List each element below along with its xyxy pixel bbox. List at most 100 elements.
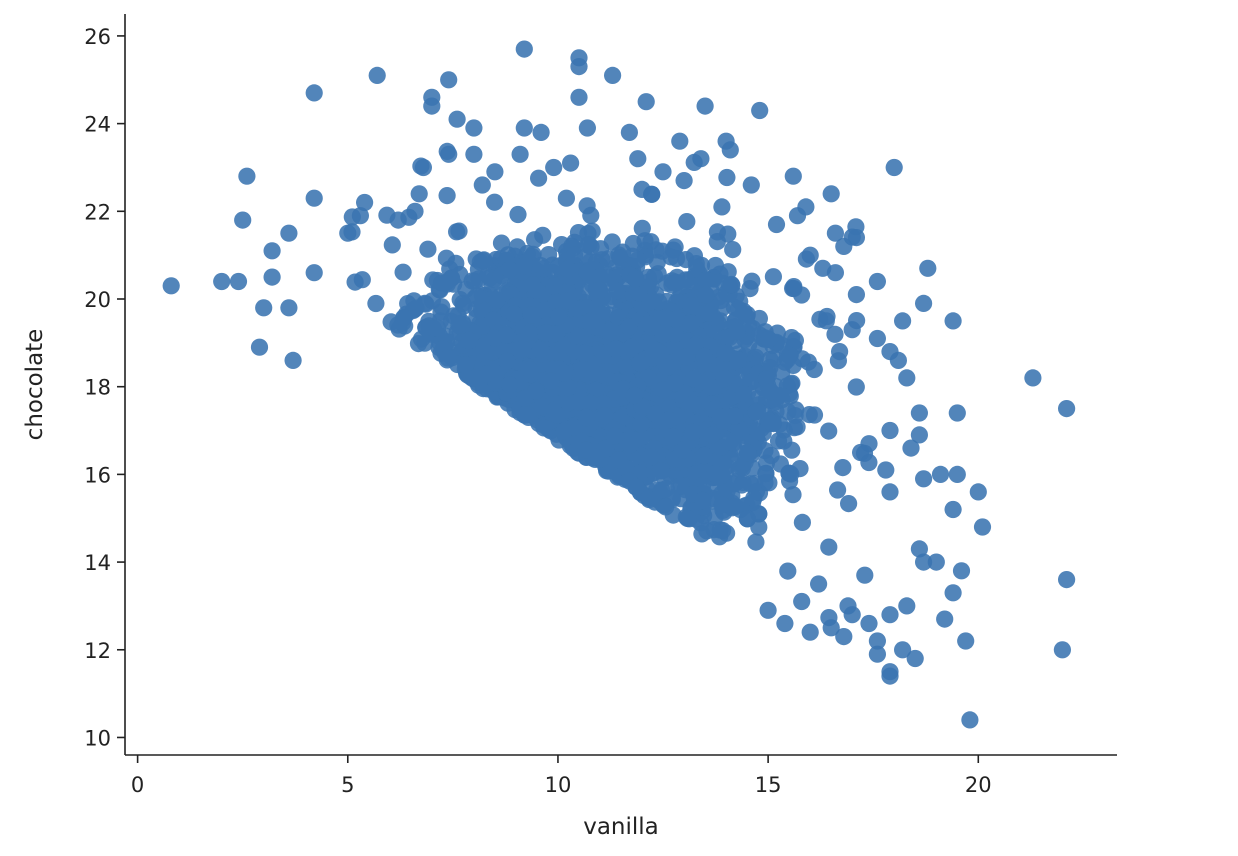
data-point [516, 406, 534, 424]
data-point [829, 481, 847, 499]
data-point [889, 351, 908, 369]
data-point [678, 509, 697, 527]
data-point [395, 309, 413, 327]
data-point [653, 481, 671, 499]
data-point [511, 145, 529, 163]
data-point [457, 356, 475, 374]
data-point [902, 439, 920, 457]
data-point [559, 394, 577, 412]
data-point [621, 436, 639, 454]
data-point [582, 312, 600, 330]
data-point [847, 286, 866, 304]
data-point [839, 597, 857, 615]
data-point [419, 240, 437, 258]
data-point [497, 326, 515, 344]
data-point [868, 329, 887, 348]
data-point [742, 176, 760, 194]
data-point [639, 315, 657, 333]
data-point [810, 575, 828, 593]
data-point [708, 233, 726, 251]
data-point [578, 299, 597, 317]
data-point [682, 314, 701, 332]
data-point [847, 378, 865, 396]
data-point [533, 397, 551, 415]
data-point [488, 291, 506, 309]
data-point [739, 443, 757, 462]
data-point [578, 119, 597, 137]
data-point [898, 597, 916, 615]
data-point [801, 623, 819, 641]
data-point [547, 293, 565, 311]
data-point [509, 205, 527, 224]
y-tick-label: 10 [84, 726, 111, 750]
data-point [553, 236, 571, 254]
data-point [383, 236, 401, 254]
data-point [658, 310, 676, 328]
data-point [658, 358, 676, 376]
data-point [835, 237, 853, 255]
data-point [936, 610, 954, 628]
x-axis-label: vanilla [583, 814, 659, 840]
data-point [784, 167, 802, 185]
data-point [747, 403, 765, 421]
data-point [604, 66, 622, 84]
data-point [685, 247, 704, 265]
data-point [280, 224, 298, 242]
data-point [531, 341, 549, 359]
data-point [944, 584, 962, 602]
data-point [530, 169, 548, 187]
data-point [532, 123, 550, 141]
data-point [765, 349, 783, 368]
data-point [570, 58, 588, 76]
data-point [721, 433, 739, 451]
data-point [437, 249, 455, 267]
data-point [831, 343, 849, 361]
data-point [784, 356, 802, 374]
data-point [629, 150, 647, 168]
data-point [741, 280, 759, 298]
data-point [728, 322, 746, 340]
data-point [570, 88, 588, 106]
data-point [1053, 641, 1071, 659]
data-point [820, 538, 838, 556]
data-point [577, 441, 595, 459]
data-point [229, 272, 248, 291]
y-tick-label: 16 [84, 463, 111, 487]
data-point [672, 477, 690, 495]
data-point [684, 423, 702, 441]
data-point [537, 324, 555, 342]
data-point [633, 219, 651, 237]
data-point [500, 376, 519, 394]
data-point [747, 533, 765, 551]
data-point [697, 271, 715, 289]
data-point [305, 84, 323, 102]
data-point [877, 461, 895, 479]
data-point [759, 601, 777, 619]
data-point [592, 240, 610, 258]
data-point [620, 123, 639, 141]
data-point [515, 40, 533, 58]
data-point [927, 553, 945, 571]
data-point [702, 378, 721, 396]
data-point [280, 299, 298, 317]
y-axis-ticks: 10 12 14 16 18 20 22 24 26 [84, 25, 125, 750]
data-point [826, 325, 844, 343]
data-point [729, 300, 747, 318]
data-point [417, 318, 435, 337]
data-point [514, 340, 532, 358]
data-point [779, 562, 797, 580]
data-point [868, 632, 887, 650]
data-point [721, 141, 739, 159]
data-point [557, 189, 576, 207]
data-point [566, 246, 584, 264]
data-point [627, 478, 645, 496]
data-point [213, 272, 231, 291]
data-point [633, 180, 651, 198]
y-tick-label: 26 [84, 25, 111, 49]
data-point [367, 294, 385, 313]
data-point [973, 518, 992, 536]
data-point [505, 305, 523, 323]
data-point [532, 257, 550, 275]
data-point [663, 272, 681, 290]
data-point [575, 344, 593, 362]
